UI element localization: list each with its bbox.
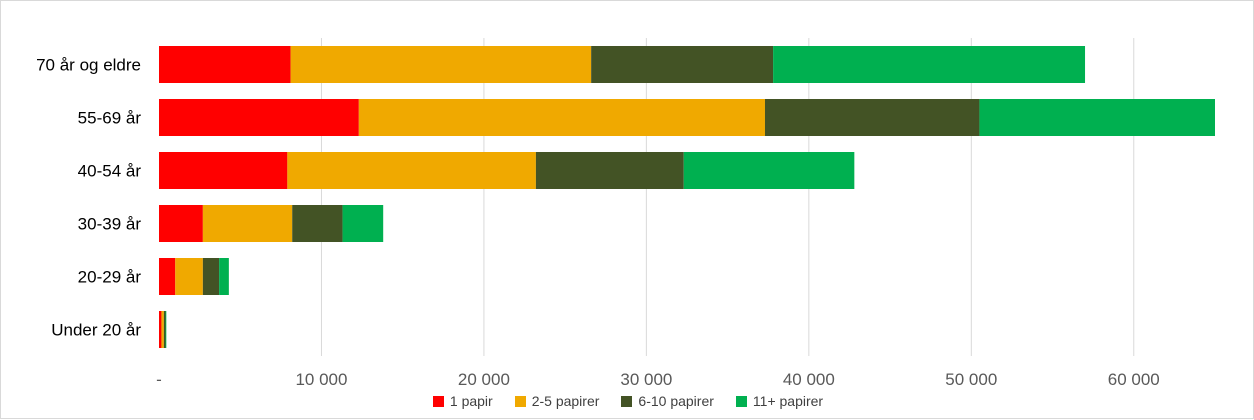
x-axis-tick-labels: - 10 000 20 000 30 000 40 000 50 000 60 000 xyxy=(156,370,1160,389)
bar-segment xyxy=(159,311,162,348)
x-tick-label: 40 000 xyxy=(783,370,835,389)
bar-segment xyxy=(159,99,359,136)
bar-segment xyxy=(159,152,288,189)
bar-segment xyxy=(161,311,164,348)
legend-swatch-6-10-papirer xyxy=(621,395,633,407)
x-tick-label: 10 000 xyxy=(295,370,347,389)
category-label: 70 år og eldre xyxy=(36,56,141,75)
bar-segment xyxy=(535,152,684,189)
bar-segment xyxy=(292,205,343,242)
category-label: 40-54 år xyxy=(78,162,142,181)
legend-swatch-2-5-papirer xyxy=(514,395,526,407)
category-labels: 70 år og eldre 55-69 år 40-54 år 30-39 år 20… xyxy=(36,56,141,340)
legend-label: 1 papir xyxy=(449,393,493,409)
x-tick-label: - xyxy=(156,370,162,389)
bar-segment xyxy=(163,311,166,348)
legend-label: 11+ papirer xyxy=(752,393,824,409)
bar-segment xyxy=(175,258,203,295)
x-tick-label: 30 000 xyxy=(620,370,672,389)
category-label: 30-39 år xyxy=(78,215,142,234)
bar-segment xyxy=(290,46,592,83)
legend-label: 6-10 papirer xyxy=(638,393,714,409)
gridlines xyxy=(320,38,1135,356)
category-label: 55-69 år xyxy=(78,109,142,128)
bar-segment xyxy=(591,46,774,83)
category-label: 20-29 år xyxy=(78,268,142,287)
bar-segment xyxy=(219,258,229,295)
x-tick-label: 50 000 xyxy=(945,370,997,389)
bar-segment xyxy=(287,152,536,189)
bar-segment xyxy=(979,99,1215,136)
legend-label: 2-5 papirer xyxy=(531,393,600,409)
bar-segment xyxy=(773,46,1086,83)
legend-item: 11+ papirer xyxy=(735,393,824,409)
bar-segment xyxy=(159,205,203,242)
legend: 1 papir 2-5 papirer 6-10 papirer 11+ pap… xyxy=(1,393,1254,409)
bar-segment xyxy=(165,311,167,348)
bar-segment xyxy=(202,205,293,242)
bars xyxy=(159,46,1215,348)
bar-segment xyxy=(764,99,980,136)
bar-segment xyxy=(202,258,220,295)
bar-segment xyxy=(159,46,291,83)
bar-segment xyxy=(342,205,384,242)
x-tick-label: 60 000 xyxy=(1108,370,1160,389)
legend-swatch-11-papirer xyxy=(735,395,747,407)
bar-segment xyxy=(159,258,176,295)
bar-segment xyxy=(683,152,855,189)
category-label: Under 20 år xyxy=(51,321,141,340)
legend-item: 2-5 papirer xyxy=(514,393,600,409)
legend-swatch-1-papir xyxy=(432,395,444,407)
x-tick-label: 20 000 xyxy=(458,370,510,389)
legend-item: 6-10 papirer xyxy=(621,393,714,409)
legend-item: 1 papir xyxy=(432,393,493,409)
bar-segment xyxy=(358,99,765,136)
